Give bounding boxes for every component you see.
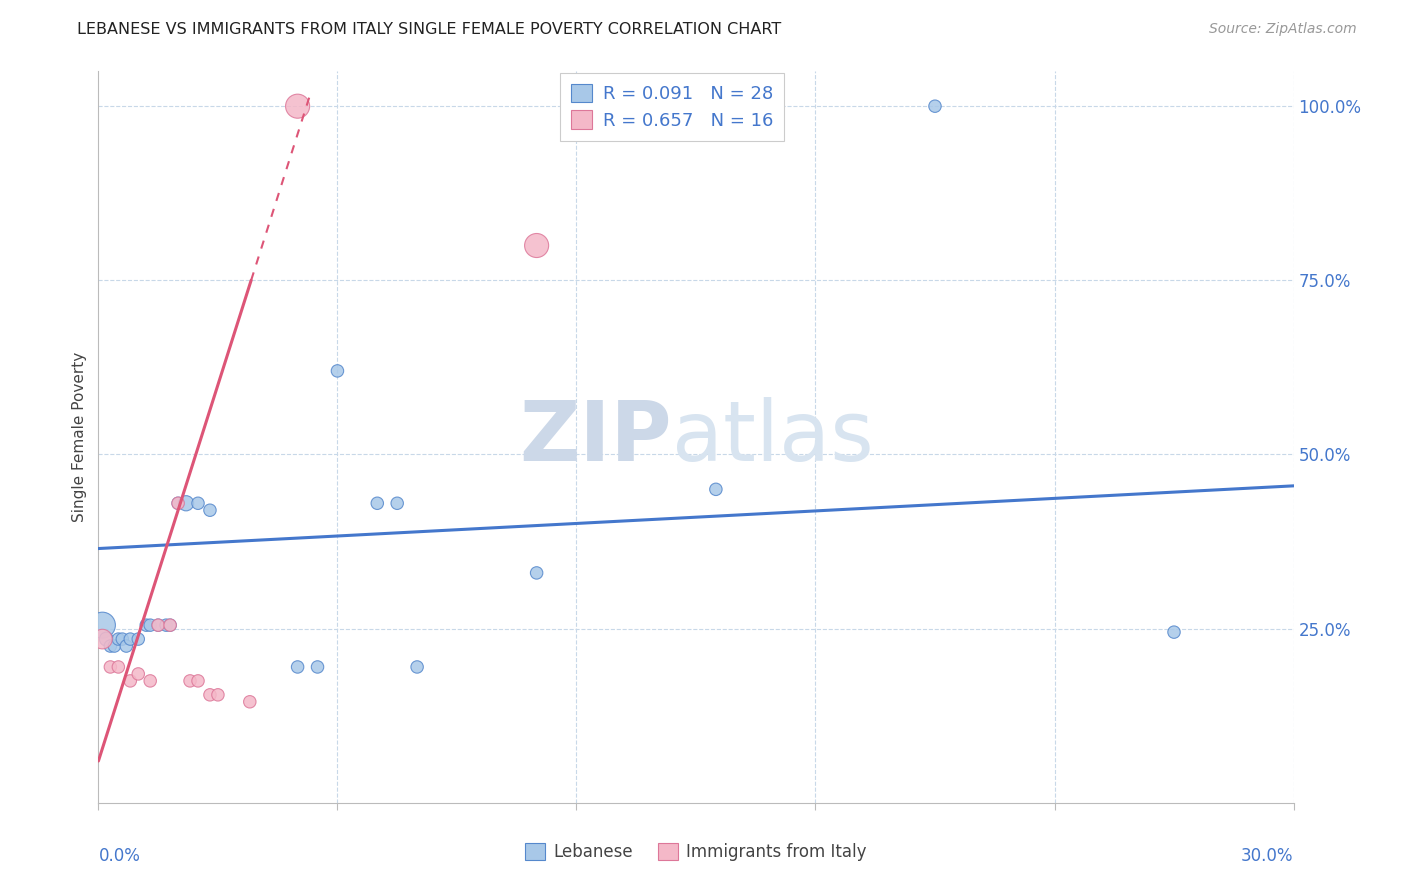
Point — [148, 618, 170, 632]
Point — [107, 660, 129, 674]
Point — [287, 660, 309, 674]
Point — [924, 99, 946, 113]
Point — [207, 688, 229, 702]
Text: 30.0%: 30.0% — [1241, 847, 1294, 864]
Point — [91, 618, 114, 632]
Point — [287, 99, 309, 113]
Point — [174, 496, 197, 510]
Text: ZIP: ZIP — [520, 397, 672, 477]
Text: LEBANESE VS IMMIGRANTS FROM ITALY SINGLE FEMALE POVERTY CORRELATION CHART: LEBANESE VS IMMIGRANTS FROM ITALY SINGLE… — [77, 22, 782, 37]
Point — [159, 618, 181, 632]
Point — [115, 639, 138, 653]
Point — [120, 632, 142, 646]
Point — [96, 632, 118, 646]
Point — [198, 688, 221, 702]
Point — [159, 618, 181, 632]
Point — [187, 673, 209, 688]
Point — [155, 618, 177, 632]
Point — [120, 673, 142, 688]
Point — [111, 632, 134, 646]
Point — [98, 660, 122, 674]
Text: Source: ZipAtlas.com: Source: ZipAtlas.com — [1209, 22, 1357, 37]
Point — [167, 496, 190, 510]
Text: atlas: atlas — [672, 397, 873, 477]
Point — [526, 238, 548, 252]
Point — [526, 566, 548, 580]
Point — [127, 632, 149, 646]
Point — [406, 660, 429, 674]
Y-axis label: Single Female Poverty: Single Female Poverty — [72, 352, 87, 522]
Point — [198, 503, 221, 517]
Text: 0.0%: 0.0% — [98, 847, 141, 864]
Point — [135, 618, 157, 632]
Point — [139, 618, 162, 632]
Point — [98, 639, 122, 653]
Point — [385, 496, 409, 510]
Point — [107, 632, 129, 646]
Point — [91, 632, 114, 646]
Point — [366, 496, 388, 510]
Point — [1163, 625, 1185, 640]
Point — [139, 673, 162, 688]
Point — [704, 483, 727, 497]
Point — [103, 639, 125, 653]
Point — [239, 695, 262, 709]
Point — [179, 673, 201, 688]
Point — [307, 660, 329, 674]
Point — [148, 618, 170, 632]
Point — [127, 667, 149, 681]
Point — [187, 496, 209, 510]
Point — [326, 364, 349, 378]
Legend: Lebanese, Immigrants from Italy: Lebanese, Immigrants from Italy — [519, 836, 873, 868]
Point — [167, 496, 190, 510]
